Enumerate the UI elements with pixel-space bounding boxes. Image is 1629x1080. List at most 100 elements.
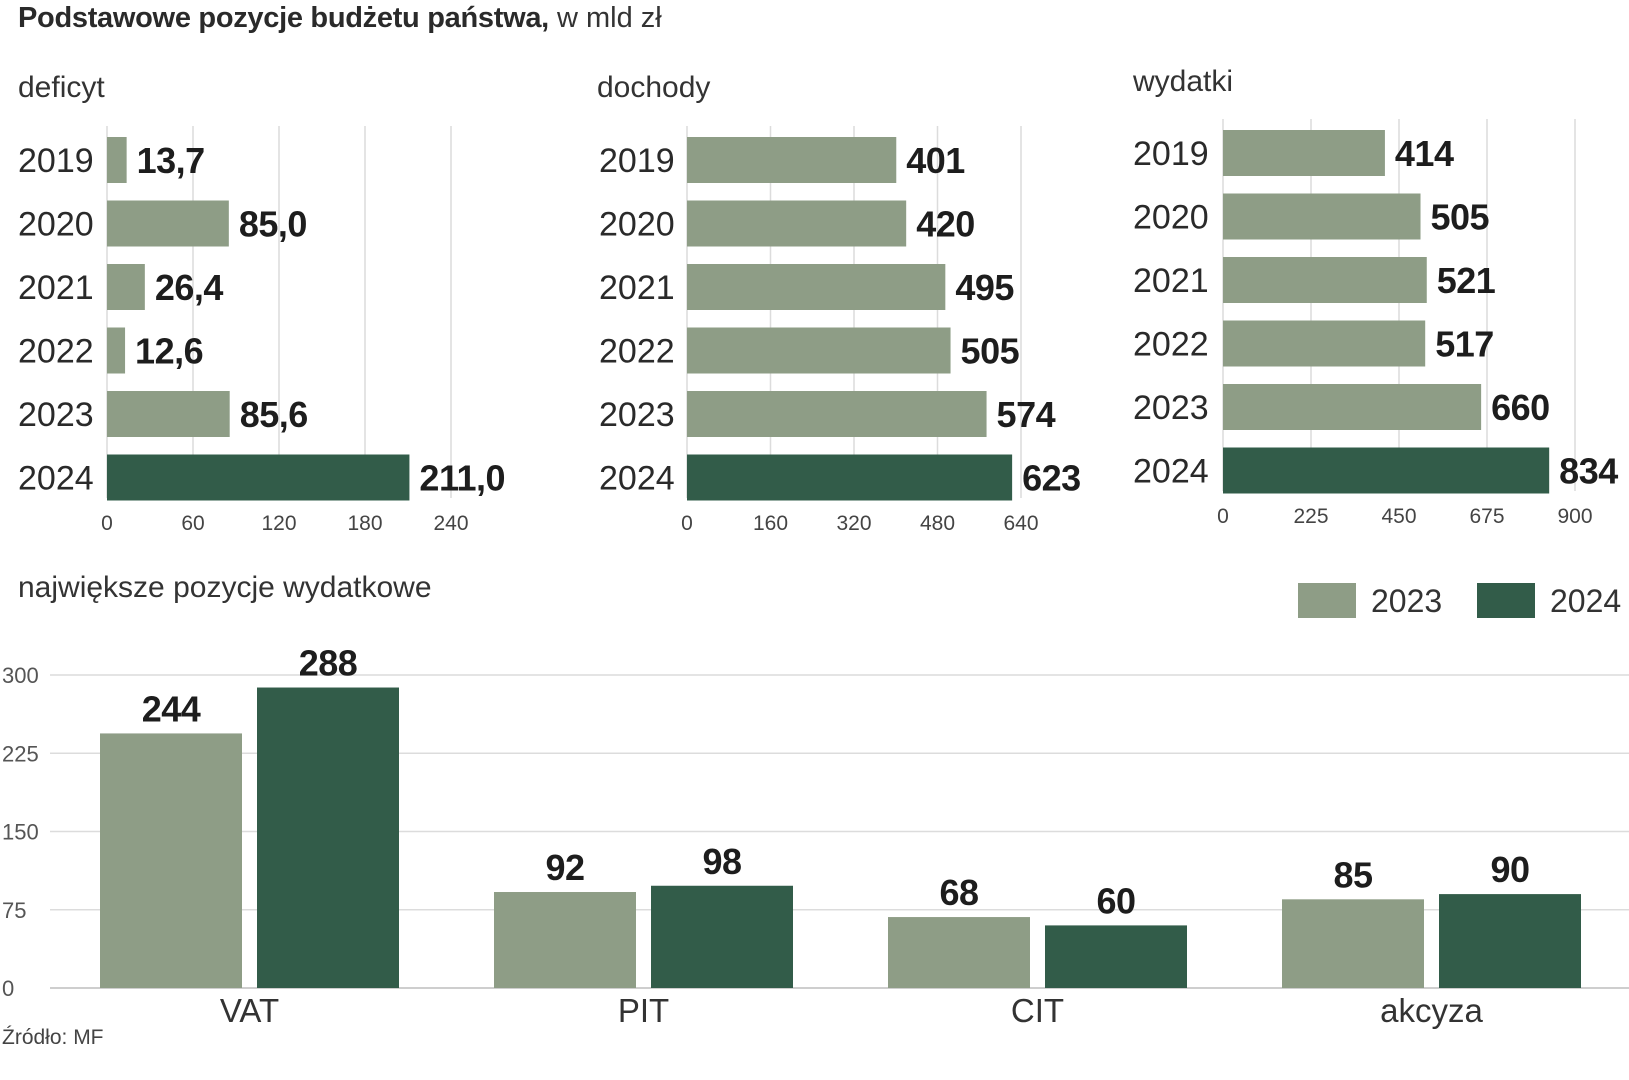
dochody-value-label: 495 [955, 267, 1014, 308]
deficyt-value-label: 12,6 [135, 331, 203, 372]
deficyt-x-tick: 180 [347, 512, 382, 535]
deficyt-bar [107, 391, 230, 437]
expenditure-category-label: CIT [1011, 992, 1064, 1029]
deficyt-year-label: 2023 [18, 396, 94, 434]
page-title: Podstawowe pozycje budżetu państwa, w ml… [18, 2, 662, 35]
expenditure-value-label: 85 [1333, 854, 1373, 895]
expenditure-bar-2023 [888, 917, 1030, 988]
wydatki-value-label: 414 [1395, 133, 1454, 174]
deficyt-title: deficyt [18, 71, 105, 104]
dochody-year-label: 2021 [599, 269, 675, 307]
deficyt-value-label: 85,0 [239, 204, 307, 245]
wydatki-year-label: 2024 [1133, 453, 1209, 491]
expenditure-bar-2024 [1045, 925, 1187, 988]
dochody-bar [687, 137, 897, 183]
expenditure-value-label: 244 [142, 688, 201, 729]
wydatki-bar [1223, 193, 1421, 240]
deficyt-bar [107, 137, 127, 183]
expenditure-y-tick: 0 [2, 976, 14, 1001]
expenditure-bar-2024 [651, 885, 793, 988]
deficyt-x-tick: 120 [261, 512, 296, 535]
expenditure-category-label: PIT [618, 992, 669, 1029]
wydatki-value-label: 517 [1435, 324, 1494, 365]
deficyt-value-label: 85,6 [240, 394, 308, 435]
deficyt-x-tick: 60 [181, 512, 204, 535]
expenditure-category-label: akcyza [1380, 992, 1483, 1029]
deficyt-x-tick: 240 [433, 512, 468, 535]
deficyt-bar [107, 200, 229, 247]
expenditure-value-label: 60 [1096, 880, 1135, 921]
expenditure-bar-2023 [100, 733, 242, 988]
deficyt-value-label: 211,0 [419, 458, 505, 499]
legend-label-2024: 2024 [1550, 583, 1621, 619]
deficyt-year-label: 2021 [18, 269, 94, 307]
wydatki-year-label: 2023 [1133, 389, 1209, 427]
title-main: Podstawowe pozycje budżetu państwa, [18, 2, 549, 34]
dochody-year-label: 2019 [599, 142, 675, 180]
dochody-x-tick: 0 [681, 512, 693, 535]
expenditure-y-tick: 75 [2, 898, 26, 923]
expenditure-value-label: 288 [299, 643, 358, 684]
wydatki-year-label: 2021 [1133, 262, 1209, 300]
expenditure-value-label: 92 [545, 847, 584, 888]
expenditure-value-label: 68 [939, 872, 978, 913]
wydatki-x-tick: 225 [1293, 505, 1328, 528]
dochody-year-label: 2020 [599, 206, 675, 244]
deficyt-value-label: 13,7 [137, 140, 205, 181]
expenditure-bar-2023 [1282, 899, 1424, 988]
wydatki-value-label: 505 [1431, 197, 1490, 238]
expenditure-y-tick: 300 [2, 663, 39, 688]
wydatki-year-label: 2020 [1133, 199, 1209, 237]
wydatki-x-tick: 675 [1469, 505, 1504, 528]
wydatki-x-tick: 0 [1217, 505, 1229, 528]
expenditure-value-label: 90 [1490, 849, 1529, 890]
dochody-bar [687, 264, 946, 310]
dochody-bar [687, 454, 1013, 501]
dochody-x-tick: 640 [1003, 512, 1038, 535]
dochody-value-label: 420 [916, 204, 975, 245]
dochody-year-label: 2024 [599, 460, 675, 498]
wydatki-bar [1223, 257, 1427, 303]
dochody-bar [687, 327, 951, 374]
expenditure-chart-title: największe pozycje wydatkowe [18, 571, 432, 604]
wydatki-value-label: 521 [1437, 260, 1496, 301]
wydatki-bar [1223, 130, 1385, 176]
dochody-value-label: 505 [961, 331, 1020, 372]
wydatki-bar [1223, 320, 1426, 367]
wydatki-bar [1223, 447, 1550, 494]
wydatki-value-label: 834 [1559, 451, 1618, 492]
deficyt-value-label: 26,4 [155, 267, 224, 308]
source-note: Źródło: MF [2, 1026, 104, 1049]
dochody-x-tick: 160 [753, 512, 788, 535]
dochody-bar [687, 200, 907, 247]
legend-swatch-2023 [1298, 583, 1356, 618]
expenditure-category-label: VAT [220, 992, 279, 1029]
dochody-year-label: 2022 [599, 333, 675, 371]
wydatki-bar [1223, 384, 1482, 430]
expenditure-value-label: 98 [702, 841, 741, 882]
dochody-x-tick: 320 [836, 512, 871, 535]
wydatki-value-label: 660 [1491, 387, 1550, 428]
dochody-title: dochody [597, 71, 710, 104]
wydatki-title: wydatki [1132, 65, 1233, 98]
dochody-bar [687, 391, 987, 437]
dochody-value-label: 574 [997, 394, 1056, 435]
expenditure-y-tick: 225 [2, 741, 39, 766]
legend-label-2023: 2023 [1371, 583, 1442, 619]
dochody-x-tick: 480 [920, 512, 955, 535]
expenditure-bar-2023 [494, 892, 636, 988]
deficyt-year-label: 2019 [18, 142, 94, 180]
expenditure-bar-2024 [1439, 894, 1581, 988]
deficyt-bar [107, 454, 410, 501]
deficyt-year-label: 2024 [18, 460, 94, 498]
wydatki-year-label: 2019 [1133, 135, 1209, 173]
wydatki-x-tick: 450 [1381, 505, 1416, 528]
wydatki-x-tick: 900 [1557, 505, 1592, 528]
deficyt-bar [107, 264, 145, 310]
wydatki-year-label: 2022 [1133, 326, 1209, 364]
dochody-value-label: 623 [1022, 458, 1081, 499]
deficyt-bar [107, 327, 126, 374]
deficyt-year-label: 2020 [18, 206, 94, 244]
